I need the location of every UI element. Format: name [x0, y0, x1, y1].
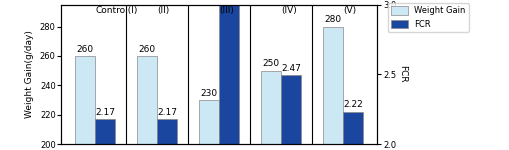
- Bar: [343, 112, 362, 150]
- Bar: [323, 27, 343, 150]
- Y-axis label: FCR: FCR: [398, 65, 407, 83]
- Y-axis label: Weight Gain(g/day): Weight Gain(g/day): [25, 30, 34, 118]
- Text: 250: 250: [262, 59, 279, 68]
- Text: 2.22: 2.22: [343, 100, 362, 109]
- Text: 280: 280: [324, 15, 341, 24]
- Bar: [219, 0, 239, 150]
- Text: 2.17: 2.17: [95, 108, 115, 117]
- Text: 260: 260: [77, 45, 94, 54]
- Text: 2.47: 2.47: [281, 64, 301, 73]
- Bar: [95, 119, 115, 150]
- Bar: [137, 56, 157, 150]
- Text: 2.17: 2.17: [157, 108, 177, 117]
- Text: (V): (V): [343, 6, 356, 15]
- Text: 230: 230: [201, 89, 217, 98]
- Text: (II): (II): [157, 6, 169, 15]
- Bar: [157, 119, 177, 150]
- Bar: [281, 75, 300, 150]
- Legend: Weight Gain, FCR: Weight Gain, FCR: [387, 3, 468, 32]
- Text: (IV): (IV): [281, 6, 296, 15]
- Text: (III): (III): [219, 6, 234, 15]
- Bar: [261, 71, 281, 150]
- Text: 260: 260: [138, 45, 156, 54]
- Bar: [75, 56, 95, 150]
- Bar: [199, 100, 219, 150]
- Text: Control(I): Control(I): [95, 6, 137, 15]
